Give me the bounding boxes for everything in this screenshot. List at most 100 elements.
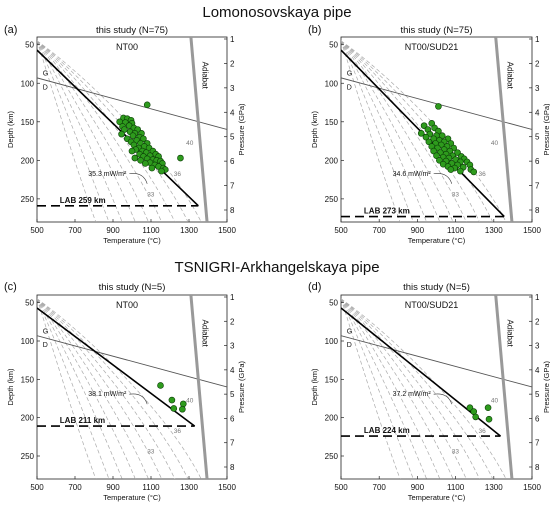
geotherm-label-33: 33 bbox=[452, 449, 460, 456]
adiabat-label: Adiabat bbox=[201, 320, 210, 348]
geotherm-family-line bbox=[341, 298, 480, 479]
geotherm-family-line bbox=[37, 298, 189, 479]
p-tick-label: 7 bbox=[230, 439, 235, 448]
x-tick-label: 1300 bbox=[180, 226, 198, 235]
geotherm-label-33: 33 bbox=[452, 192, 460, 199]
geotherm-label-36: 36 bbox=[479, 171, 487, 178]
diamond-label: D bbox=[43, 342, 48, 349]
p-tick-label: 3 bbox=[230, 84, 235, 93]
y-tick-label: 250 bbox=[325, 195, 339, 204]
heat-flow-label: 38.1 mW/m² bbox=[88, 391, 127, 398]
panel-title: this study (N=5) bbox=[99, 282, 166, 293]
diamond-label: D bbox=[43, 84, 48, 91]
lab-label: LAB 259 km bbox=[60, 196, 106, 205]
data-point bbox=[142, 160, 149, 167]
heat-flow-leader bbox=[433, 173, 453, 184]
geotherm-family-line bbox=[37, 298, 202, 479]
x-tick-label: 1100 bbox=[142, 226, 160, 235]
data-point bbox=[447, 166, 455, 173]
p-tick-label: 8 bbox=[230, 206, 235, 215]
x-axis-label: Temperature (°C) bbox=[408, 236, 466, 245]
heat-flow-leader bbox=[129, 173, 148, 184]
geotherm-family-line bbox=[37, 40, 136, 222]
geotherm-family-line bbox=[341, 40, 467, 222]
data-point bbox=[457, 167, 464, 175]
x-tick-label: 500 bbox=[30, 226, 44, 235]
x-tick-label: 700 bbox=[68, 483, 82, 492]
geotherm-family-line bbox=[37, 298, 149, 479]
p-tick-label: 6 bbox=[230, 157, 235, 166]
geotherm-family-line bbox=[341, 298, 494, 479]
data-point bbox=[118, 130, 125, 138]
x-tick-label: 1100 bbox=[142, 483, 160, 492]
data-point bbox=[179, 405, 186, 413]
data-point bbox=[484, 404, 492, 412]
data-point bbox=[436, 157, 443, 164]
data-point bbox=[143, 101, 151, 109]
heat-flow-label: 37.2 mW/m² bbox=[393, 391, 432, 398]
p-tick-label: 2 bbox=[535, 59, 540, 68]
adiabat-label: Adiabat bbox=[506, 62, 515, 90]
geotherm-label-36: 36 bbox=[174, 428, 182, 435]
p-axis-label: Pressure (GPa) bbox=[542, 360, 550, 413]
data-point bbox=[454, 149, 461, 156]
panel-label: (c) bbox=[4, 281, 17, 293]
data-point bbox=[435, 103, 442, 110]
heat-flow-label: 35.3 mW/m² bbox=[88, 171, 127, 178]
geotherm-family-line bbox=[37, 40, 189, 222]
geotherm-label-36: 36 bbox=[174, 171, 182, 178]
adiabat-label: Adiabat bbox=[201, 62, 210, 90]
geotherm-family-line bbox=[37, 40, 163, 222]
x-tick-label: 500 bbox=[30, 483, 44, 492]
p-tick-label: 1 bbox=[230, 35, 235, 44]
p-tick-label: 4 bbox=[535, 108, 540, 117]
y-tick-label: 200 bbox=[325, 156, 339, 165]
data-point bbox=[148, 164, 156, 172]
p-tick-label: 3 bbox=[535, 342, 540, 351]
x-axis-label: Temperature (°C) bbox=[103, 493, 161, 502]
graphite-label: G bbox=[43, 328, 48, 335]
p-tick-label: 1 bbox=[230, 293, 235, 302]
data-point bbox=[168, 396, 176, 404]
lab-label: LAB 273 km bbox=[364, 207, 410, 216]
panel-b: (b) this study (N=75) NT00/SUD21 GD Adiabat L… bbox=[308, 24, 550, 245]
y-tick-label: 100 bbox=[325, 337, 339, 346]
y-axis-label: Depth (km) bbox=[310, 368, 319, 406]
data-point bbox=[420, 122, 428, 129]
geotherm-family-line bbox=[37, 298, 176, 479]
adiabat-line bbox=[494, 295, 514, 479]
graphite-diamond-line bbox=[341, 335, 532, 388]
geotherm-label-33: 33 bbox=[147, 449, 155, 456]
adiabat-line bbox=[189, 37, 209, 222]
y-tick-label: 50 bbox=[329, 299, 338, 308]
x-tick-label: 900 bbox=[106, 483, 120, 492]
diamond-label: D bbox=[347, 84, 352, 91]
p-tick-label: 5 bbox=[535, 133, 540, 142]
x-tick-label: 900 bbox=[411, 226, 425, 235]
data-point bbox=[170, 405, 178, 412]
geotherm-label-40: 40 bbox=[186, 397, 194, 404]
data-point bbox=[129, 132, 137, 139]
panel-label: (d) bbox=[308, 281, 321, 293]
model-label: NT00/SUD21 bbox=[405, 42, 459, 52]
geotherm-family-line bbox=[341, 40, 507, 222]
graphite-diamond-line bbox=[37, 335, 227, 388]
y-tick-label: 150 bbox=[325, 375, 339, 384]
y-tick-label: 150 bbox=[21, 118, 35, 127]
lab-label: LAB 211 km bbox=[60, 416, 105, 425]
p-axis-label: Pressure (GPa) bbox=[237, 360, 246, 413]
p-tick-label: 2 bbox=[535, 317, 540, 326]
x-tick-label: 1500 bbox=[218, 483, 236, 492]
p-tick-label: 5 bbox=[535, 390, 540, 399]
p-tick-label: 1 bbox=[535, 293, 540, 302]
y-axis-label: Depth (km) bbox=[310, 110, 319, 148]
data-point bbox=[128, 147, 136, 155]
data-point bbox=[470, 168, 478, 176]
panel-d: (d) this study (N=5) NT00/SUD21 GD Adiabat LA… bbox=[308, 281, 550, 502]
p-tick-label: 4 bbox=[230, 366, 235, 375]
geotherm-family-line bbox=[37, 298, 97, 479]
panel-title: this study (N=75) bbox=[400, 25, 472, 36]
x-tick-label: 1500 bbox=[218, 226, 236, 235]
geotherm-family-line bbox=[37, 298, 163, 479]
